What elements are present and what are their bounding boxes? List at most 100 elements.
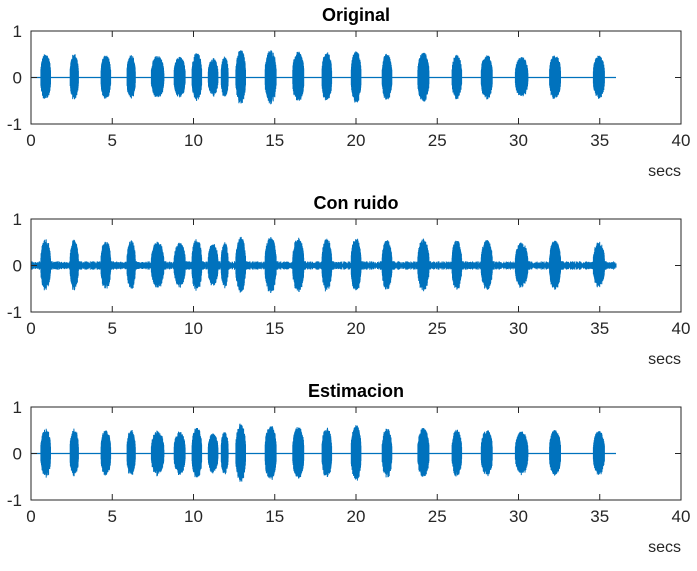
signal-burst-13 (321, 52, 333, 101)
x-tick-label: 30 (509, 131, 528, 150)
signal-burst-4 (126, 240, 138, 289)
signal-burst-13 (321, 427, 333, 477)
x-axis-label: secs (648, 539, 681, 556)
signal-burst-8 (207, 244, 220, 286)
signal-burst-12 (292, 51, 305, 101)
signal-burst-16 (417, 428, 430, 477)
signal-burst-17 (451, 429, 463, 477)
signal-burst-14 (350, 51, 362, 103)
x-tick-label: 10 (184, 507, 203, 526)
signal-burst-9 (220, 56, 229, 97)
signal-burst-17 (451, 54, 463, 100)
y-tick-label: -1 (7, 491, 22, 510)
y-tick-label: 1 (13, 22, 22, 41)
signal-burst-1 (40, 428, 51, 478)
signal-burst-19 (514, 57, 529, 97)
subplot-title: Original (322, 5, 390, 25)
x-tick-label: 40 (672, 319, 691, 338)
signal-series (31, 50, 616, 105)
y-tick-label: 0 (13, 445, 22, 464)
x-tick-label: 0 (26, 319, 35, 338)
x-tick-label: 25 (428, 131, 447, 150)
x-tick-label: 0 (26, 131, 35, 150)
signal-burst-2 (69, 428, 79, 477)
signal-burst-1 (40, 54, 51, 99)
x-tick-label: 20 (347, 319, 366, 338)
x-tick-label: 20 (347, 507, 366, 526)
subplot-title: Con ruido (314, 193, 399, 213)
signal-burst-10 (235, 50, 246, 104)
y-tick-label: 0 (13, 69, 22, 88)
subplot-title: Estimacion (308, 381, 404, 401)
signal-series (30, 236, 617, 293)
x-tick-label: 30 (509, 319, 528, 338)
signal-burst-9 (220, 432, 229, 475)
signal-burst-9 (220, 242, 230, 289)
signal-burst-6 (173, 56, 186, 98)
x-tick-label: 10 (184, 319, 203, 338)
signal-burst-11 (264, 237, 279, 293)
signal-burst-15 (381, 53, 393, 100)
signal-burst-21 (592, 241, 607, 288)
x-tick-label: 5 (108, 507, 117, 526)
signal-burst-19 (514, 431, 529, 476)
x-tick-label: 5 (108, 319, 117, 338)
signal-burst-12 (292, 427, 305, 479)
signal-burst-15 (381, 240, 394, 290)
signal-series (31, 423, 616, 482)
x-tick-label: 15 (265, 319, 284, 338)
signal-burst-11 (264, 426, 277, 480)
signal-burst-12 (292, 237, 306, 292)
x-tick-label: 35 (590, 319, 609, 338)
x-axis-label: secs (648, 163, 681, 180)
signal-burst-7 (191, 428, 203, 478)
x-axis-label: secs (648, 351, 681, 368)
signal-burst-2 (69, 54, 79, 100)
y-tick-label: 1 (13, 398, 22, 417)
signal-burst-6 (173, 242, 188, 288)
signal-burst-1 (40, 239, 53, 291)
signal-burst-16 (417, 52, 430, 102)
signal-burst-20 (549, 430, 561, 476)
signal-burst-14 (350, 238, 363, 291)
x-tick-label: 0 (26, 507, 35, 526)
signal-burst-21 (592, 431, 605, 475)
signal-burst-18 (480, 240, 495, 290)
signal-burst-20 (548, 240, 563, 290)
x-tick-label: 40 (672, 507, 691, 526)
signal-burst-15 (381, 428, 393, 478)
signal-burst-3 (100, 430, 112, 476)
signal-burst-5 (150, 430, 165, 477)
x-tick-label: 10 (184, 131, 203, 150)
signal-burst-19 (514, 242, 531, 288)
x-tick-label: 15 (265, 507, 284, 526)
signal-burst-16 (417, 238, 432, 292)
x-tick-label: 35 (590, 131, 609, 150)
signal-burst-10 (235, 236, 248, 293)
signal-burst-14 (350, 425, 362, 481)
signal-burst-3 (100, 55, 112, 99)
y-tick-label: -1 (7, 115, 22, 134)
signal-burst-21 (592, 55, 605, 99)
signal-burst-18 (480, 55, 493, 100)
signal-burst-8 (207, 433, 219, 474)
signal-burst-7 (191, 239, 204, 291)
signal-burst-17 (451, 240, 464, 290)
x-tick-label: 5 (108, 131, 117, 150)
x-tick-label: 40 (672, 131, 691, 150)
x-tick-label: 20 (347, 131, 366, 150)
signal-burst-13 (321, 238, 334, 292)
signal-burst-8 (207, 58, 219, 97)
signal-burst-4 (126, 55, 136, 99)
y-tick-label: 0 (13, 257, 22, 276)
signal-burst-18 (480, 430, 493, 477)
x-tick-label: 25 (428, 319, 447, 338)
signal-burst-4 (126, 430, 136, 475)
signal-burst-5 (150, 56, 165, 98)
signal-burst-6 (173, 431, 186, 475)
